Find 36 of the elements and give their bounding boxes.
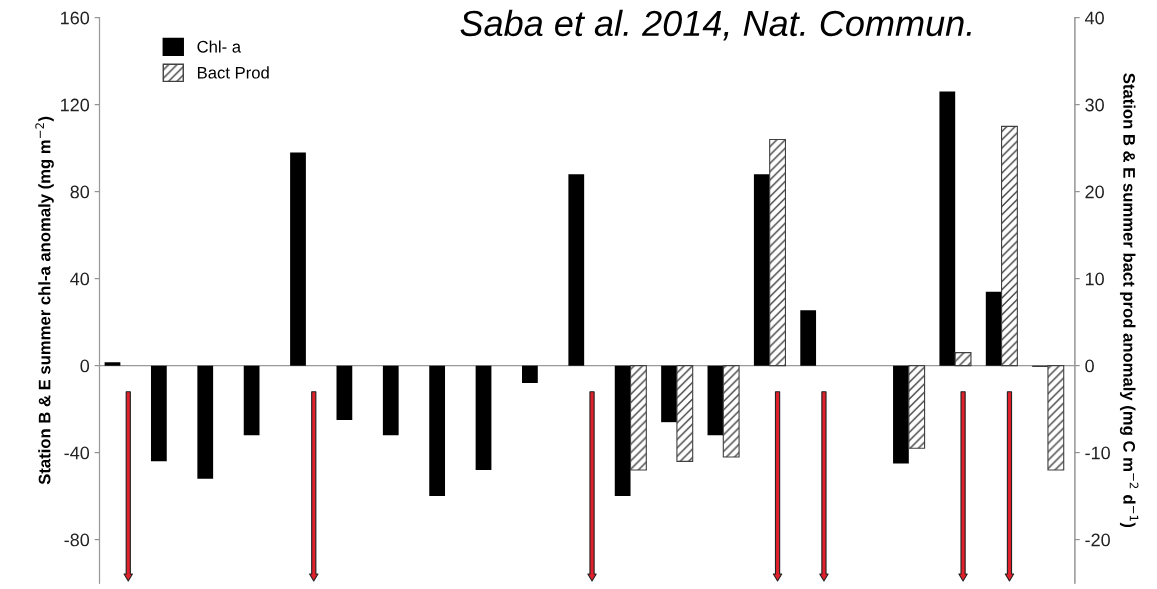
- bar: [1047, 365, 1065, 471]
- legend-label: Chl- a: [197, 40, 242, 53]
- bar: [197, 365, 214, 479]
- y-tick-label: -80: [64, 533, 90, 547]
- bar: [243, 365, 260, 436]
- bar: [290, 152, 306, 366]
- bar: [1001, 125, 1018, 367]
- y-tick-label: 120: [61, 98, 90, 112]
- y2-tick-label: 20: [1085, 185, 1104, 199]
- y-tick-label: 160: [61, 11, 90, 25]
- y2-tick-label: 0: [1085, 359, 1094, 373]
- y2-tick-label: -20: [1085, 533, 1110, 547]
- y-tick-label: 0: [80, 359, 90, 373]
- bar: [150, 365, 167, 462]
- y-axis-title: Station B & E summer chl-a anomaly (mg m$^{−2}$): [35, 116, 54, 485]
- y2-tick-label: -10: [1085, 446, 1110, 460]
- bar: [382, 365, 399, 436]
- y-tick-label: -40: [64, 446, 90, 460]
- y-tick-label: 40: [70, 272, 90, 286]
- bar: [800, 310, 817, 366]
- bar: [522, 365, 538, 384]
- bar: [985, 291, 1002, 366]
- y2-tick-label: 40: [1084, 11, 1104, 25]
- bar: [475, 365, 492, 471]
- bar: [429, 365, 446, 497]
- annotation: Saba et al. 2014, Nat. Commun.: [460, 9, 971, 41]
- bar: [954, 352, 972, 367]
- y2-axis-title: Station B & E summer bact prod anomaly (mg C m$^{−2}$ d$^{−1}$): [1119, 73, 1139, 528]
- bar: [104, 362, 121, 366]
- bar: [568, 174, 585, 366]
- y2-tick-label: 30: [1085, 98, 1104, 112]
- y2-tick-label: 10: [1085, 272, 1104, 286]
- bar: [939, 91, 956, 366]
- bar: [336, 365, 353, 420]
- legend-label: Bact Prod: [197, 66, 269, 79]
- y-tick-label: 80: [70, 185, 90, 199]
